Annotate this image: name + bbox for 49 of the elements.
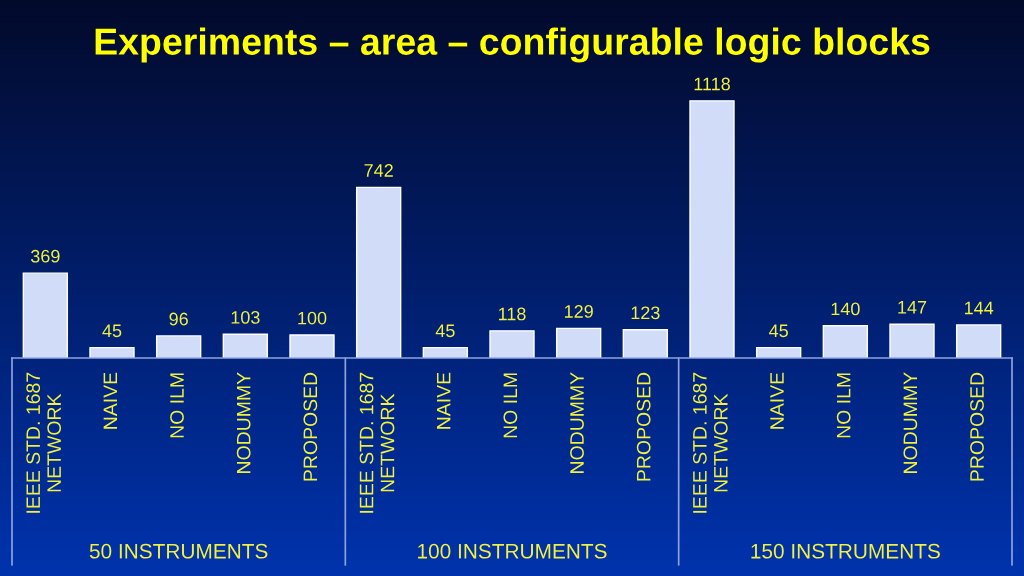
x-tick-label: NODUMMY	[903, 372, 918, 473]
x-tick-label: NO ILM	[836, 373, 851, 438]
bar	[22, 272, 69, 358]
x-tick-label: PROPOSED	[303, 372, 318, 481]
bar	[355, 186, 402, 358]
x-tick-label: NO ILM	[503, 373, 518, 438]
bar	[755, 346, 802, 358]
data-label: 1118	[694, 77, 730, 91]
bar	[955, 324, 1002, 358]
bar	[289, 334, 335, 358]
data-label: 100	[298, 311, 327, 325]
x-tick-label: NODUMMY	[570, 372, 584, 473]
bar	[822, 325, 869, 358]
bar	[622, 329, 669, 358]
chart-title: Experiments – area – configurable logic blocks	[95, 27, 930, 63]
x-tick-label: NAIVE	[103, 372, 118, 429]
data-label: 369	[30, 249, 60, 263]
data-label: 147	[898, 301, 927, 314]
bar	[155, 335, 202, 358]
x-tick-label: NAIVE	[436, 372, 451, 429]
x-tick-label: IEEE STD. 1687 NETWORK	[359, 372, 395, 513]
x-tick-label: NODUMMY	[236, 372, 251, 473]
data-label: 118	[498, 307, 526, 321]
bar	[422, 346, 469, 358]
x-tick-label: IEEE STD. 1687 NETWORK	[26, 372, 62, 513]
bar	[555, 327, 602, 358]
data-label: 123	[631, 306, 660, 320]
data-label: 45	[769, 324, 788, 338]
text: 50 INSTRUMENTS	[89, 543, 268, 559]
data-label: 96	[169, 312, 188, 326]
data-label: 742	[364, 164, 393, 177]
data-label: 103	[231, 311, 260, 324]
data-label: 45	[102, 324, 122, 338]
x-tick-label: PROPOSED	[970, 372, 984, 481]
data-label: 140	[831, 302, 860, 316]
text: 100 INSTRUMENTS	[418, 543, 607, 559]
bar	[489, 330, 535, 358]
bar	[89, 346, 135, 358]
text: 150 INSTRUMENTS	[751, 543, 940, 559]
x-tick-label: NO ILM	[170, 373, 184, 438]
x-tick-label: NAIVE	[770, 372, 784, 429]
data-label: 45	[435, 324, 455, 338]
bar	[889, 323, 935, 358]
data-label: 144	[964, 301, 994, 315]
bar	[222, 333, 269, 358]
data-label: 129	[564, 305, 593, 318]
x-tick-label: IEEE STD. 1687 NETWORK	[692, 372, 728, 513]
bar	[689, 100, 735, 358]
x-tick-label: PROPOSED	[636, 372, 651, 481]
